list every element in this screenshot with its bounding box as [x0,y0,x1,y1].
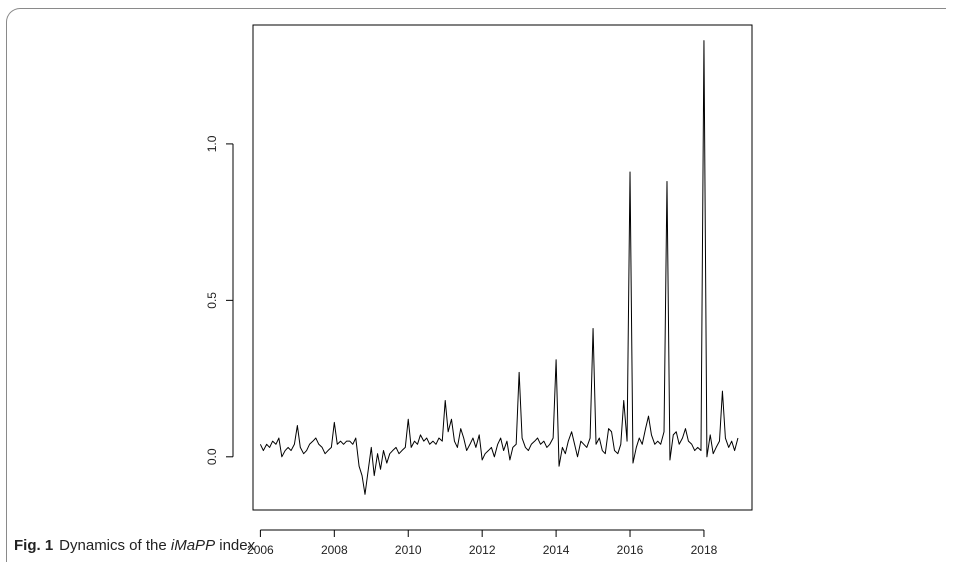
figure-label: Fig. 1 [14,537,54,554]
x-tick-label: 2018 [691,543,718,557]
x-tick-label: 2014 [543,543,570,557]
x-tick-label: 2008 [321,543,348,557]
series-line-group [259,40,739,495]
figure-caption: Fig. 1 Dynamics of the iMaPP index [14,537,255,554]
caption-suffix: index [215,537,256,554]
plot-area: 2006 2008 2010 2012 2014 2016 2018 0.0 0.5 1.0 [205,24,753,557]
x-tick-label: 2016 [617,543,644,557]
x-tick-label: 2012 [469,543,496,557]
y-tick-label: 0.0 [205,448,219,465]
x-tick-label: 2010 [395,543,422,557]
plot-border [252,24,753,511]
y-tick-label: 0.5 [205,292,219,309]
x-tick-label: 2006 [247,543,274,557]
caption-text: Dynamics of the [59,537,171,554]
caption-index-name: iMaPP [170,537,216,554]
series-line [259,40,739,495]
figure-frame [6,8,946,562]
y-tick-label: 1.0 [205,135,219,152]
